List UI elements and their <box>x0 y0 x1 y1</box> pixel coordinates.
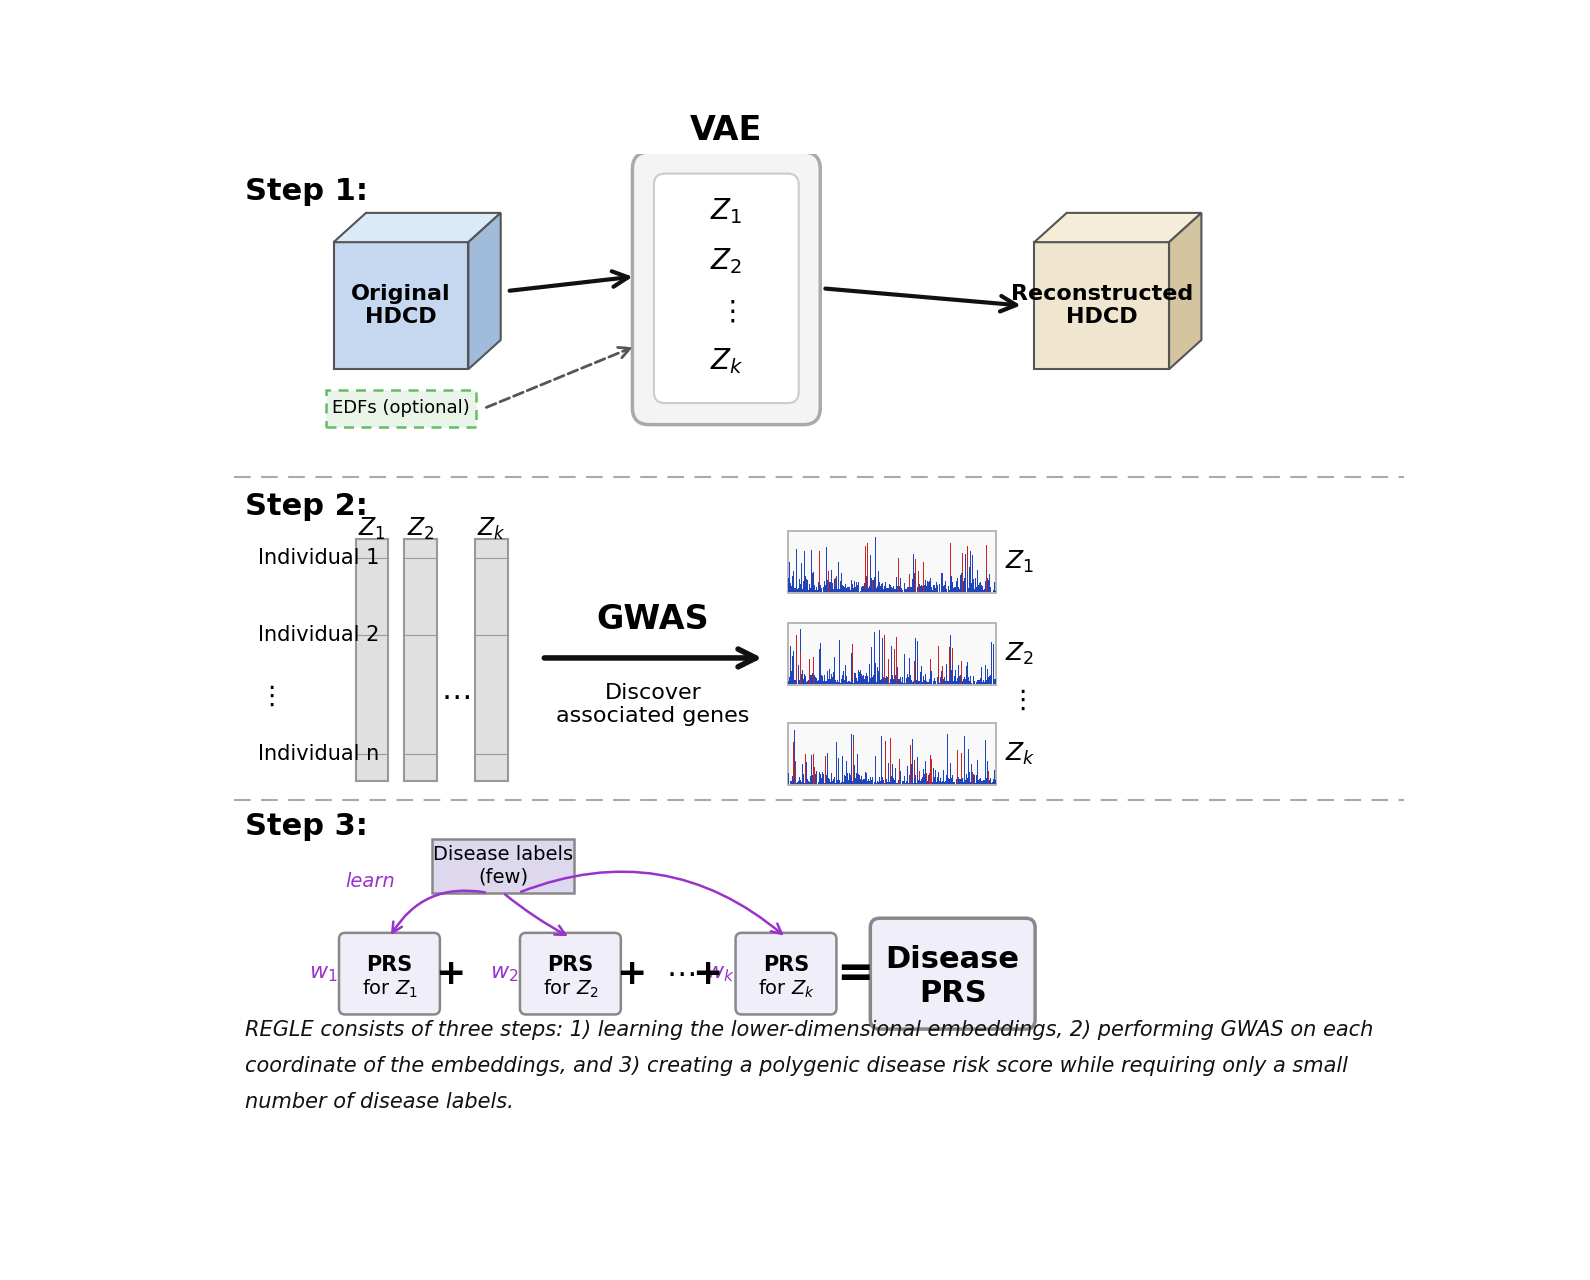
Text: PRS: PRS <box>366 955 412 974</box>
Polygon shape <box>1169 212 1202 369</box>
Bar <box>789 723 995 785</box>
Bar <box>789 531 995 593</box>
Text: Step 1:: Step 1: <box>245 177 367 206</box>
Text: for $Z_1$: for $Z_1$ <box>361 978 417 1000</box>
Text: Discover
associated genes: Discover associated genes <box>556 682 750 726</box>
Text: PRS: PRS <box>763 955 809 974</box>
Text: $Z_2$: $Z_2$ <box>1005 641 1034 667</box>
Text: PRS: PRS <box>547 955 593 974</box>
Text: GWAS: GWAS <box>596 603 709 636</box>
Text: PRS: PRS <box>919 979 986 1009</box>
Text: Reconstructed
HDCD: Reconstructed HDCD <box>1011 284 1192 328</box>
Polygon shape <box>334 212 501 242</box>
FancyBboxPatch shape <box>326 390 475 428</box>
FancyBboxPatch shape <box>653 174 798 403</box>
FancyBboxPatch shape <box>432 838 574 893</box>
FancyBboxPatch shape <box>339 933 440 1015</box>
Text: $\vdots$: $\vdots$ <box>717 297 735 325</box>
Bar <box>356 539 388 781</box>
Bar <box>475 539 507 781</box>
FancyBboxPatch shape <box>633 152 820 425</box>
FancyBboxPatch shape <box>520 933 620 1015</box>
Text: =: = <box>836 952 873 995</box>
Text: Original
HDCD: Original HDCD <box>351 284 452 328</box>
Text: +: + <box>617 956 647 991</box>
Text: Individual 1: Individual 1 <box>258 548 380 568</box>
Text: $Z_2$: $Z_2$ <box>407 516 434 541</box>
FancyBboxPatch shape <box>870 918 1035 1029</box>
Polygon shape <box>469 212 501 369</box>
Text: $w_1$: $w_1$ <box>310 964 339 983</box>
Text: Step 3:: Step 3: <box>245 812 367 841</box>
Text: EDFs (optional): EDFs (optional) <box>332 399 471 417</box>
Text: $w_k$: $w_k$ <box>706 964 735 983</box>
Polygon shape <box>1035 212 1202 242</box>
Text: Step 2:: Step 2: <box>245 493 367 521</box>
Text: Disease: Disease <box>886 946 1019 974</box>
Text: $\cdots$: $\cdots$ <box>440 682 469 710</box>
Text: Individual 2: Individual 2 <box>258 625 380 645</box>
Bar <box>404 539 437 781</box>
Text: $Z_1$: $Z_1$ <box>358 516 386 541</box>
Text: $Z_k$: $Z_k$ <box>1005 741 1035 767</box>
Text: $Z_1$: $Z_1$ <box>1005 549 1034 575</box>
Text: learn: learn <box>345 872 394 891</box>
Text: $Z_k$: $Z_k$ <box>709 347 743 376</box>
Text: $Z_2$: $Z_2$ <box>711 247 743 276</box>
Bar <box>789 623 995 685</box>
FancyBboxPatch shape <box>736 933 836 1015</box>
Text: for $Z_k$: for $Z_k$ <box>758 978 814 1000</box>
Text: $\vdots$: $\vdots$ <box>258 684 275 709</box>
Polygon shape <box>1035 242 1169 369</box>
Text: VAE: VAE <box>690 114 763 147</box>
Text: $Z_1$: $Z_1$ <box>711 196 743 227</box>
Text: $w_2$: $w_2$ <box>490 964 518 983</box>
Text: $\vdots$: $\vdots$ <box>1010 687 1026 713</box>
Text: Disease labels
(few): Disease labels (few) <box>432 845 572 886</box>
Text: for $Z_2$: for $Z_2$ <box>542 978 598 1000</box>
Text: +: + <box>692 956 722 991</box>
Text: +: + <box>436 956 466 991</box>
Text: Individual n: Individual n <box>258 744 380 764</box>
Text: $\cdots$: $\cdots$ <box>666 959 695 988</box>
Text: $Z_k$: $Z_k$ <box>477 516 506 541</box>
Text: REGLE consists of three steps: 1) learning the lower-dimensional embeddings, 2) : REGLE consists of three steps: 1) learni… <box>245 1020 1374 1112</box>
Polygon shape <box>334 242 469 369</box>
